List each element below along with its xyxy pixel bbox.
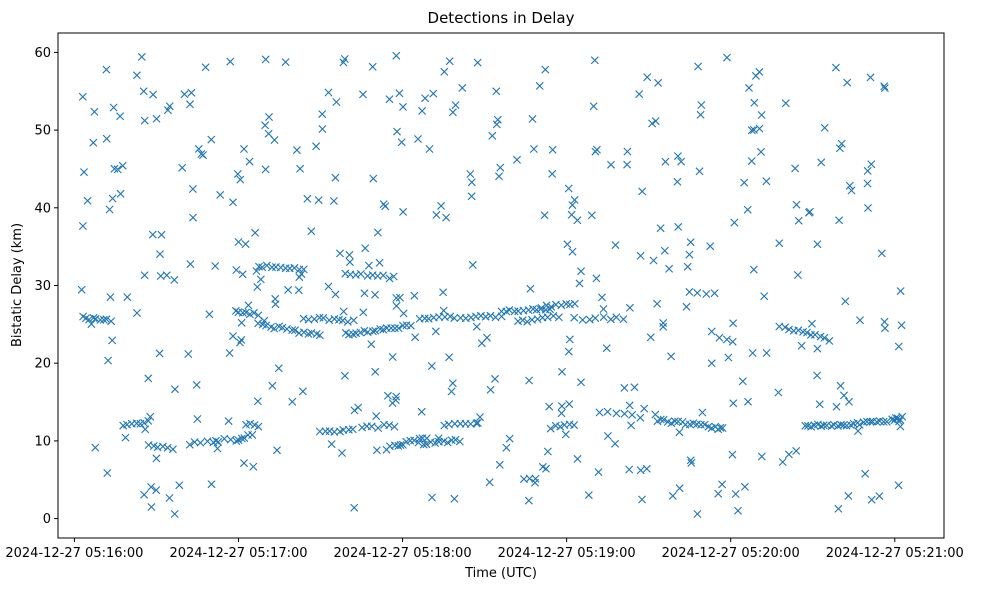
chart-title: Detections in Delay	[428, 9, 575, 27]
x-axis-label: Time (UTC)	[464, 566, 537, 581]
x-tick-label: 2024-12-27 05:17:00	[169, 546, 307, 561]
x-tick-label: 2024-12-27 05:16:00	[5, 546, 143, 561]
x-tick-label: 2024-12-27 05:18:00	[334, 546, 472, 561]
y-tick-label: 60	[34, 46, 51, 61]
detections-chart: Detections in Delay 2024-12-27 05:16:00 2…	[0, 0, 984, 590]
x-tick-label: 2024-12-27 05:19:00	[498, 546, 636, 561]
y-tick-label: 40	[34, 201, 51, 216]
figure-background	[0, 0, 984, 590]
x-tick-label: 2024-12-27 05:20:00	[662, 546, 800, 561]
y-tick-label: 10	[34, 434, 51, 449]
x-tick-label: 2024-12-27 05:21:00	[826, 546, 964, 561]
y-tick-label: 20	[34, 357, 51, 372]
y-tick-label: 50	[34, 124, 51, 139]
y-axis-label: Bistatic Delay (km)	[10, 223, 25, 347]
y-tick-label: 30	[34, 279, 51, 294]
y-tick-label: 0	[43, 512, 51, 527]
